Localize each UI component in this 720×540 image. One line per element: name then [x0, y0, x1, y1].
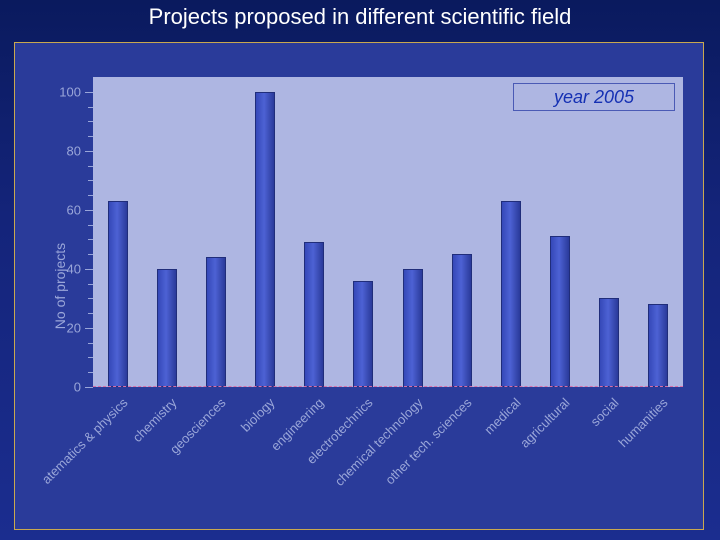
- bar: [452, 254, 472, 387]
- x-axis-labels: atematics & physicschemistrygeosciencesb…: [93, 389, 683, 539]
- y-tick-mark: [85, 151, 93, 152]
- bar: [304, 242, 324, 387]
- y-tick-mark: [85, 269, 93, 270]
- bar: [353, 281, 373, 387]
- bars-container: [93, 77, 683, 387]
- y-tick-label: 40: [67, 261, 81, 276]
- bar: [599, 298, 619, 387]
- x-tick-label: biology: [238, 395, 278, 435]
- bar: [108, 201, 128, 387]
- plot-area: year 2005: [93, 77, 683, 387]
- x-tick-label: humanities: [616, 395, 671, 450]
- bar: [206, 257, 226, 387]
- y-axis-ticks: 020406080100: [55, 77, 93, 387]
- bar: [550, 236, 570, 387]
- y-tick-mark: [85, 387, 93, 388]
- bar: [403, 269, 423, 387]
- y-tick-mark: [85, 210, 93, 211]
- y-tick-label: 0: [74, 380, 81, 395]
- x-tick-label: medical: [481, 395, 523, 437]
- bar: [157, 269, 177, 387]
- y-tick-label: 100: [59, 84, 81, 99]
- x-tick-label: atematics & physics: [38, 395, 130, 487]
- y-tick-label: 80: [67, 143, 81, 158]
- x-tick-label: chemical technology: [331, 395, 425, 489]
- slide: Projects proposed in different scientifi…: [0, 0, 720, 540]
- bar: [648, 304, 668, 387]
- x-tick-label: chemistry: [129, 395, 179, 445]
- page-title: Projects proposed in different scientifi…: [0, 4, 720, 30]
- y-tick-label: 60: [67, 202, 81, 217]
- bar: [501, 201, 521, 387]
- y-tick-mark: [85, 328, 93, 329]
- bar: [255, 92, 275, 387]
- x-tick-label: social: [588, 395, 622, 429]
- x-tick-label: agricultural: [517, 395, 573, 451]
- y-tick-label: 20: [67, 320, 81, 335]
- x-tick-label: other tech. sciences: [382, 395, 474, 487]
- y-tick-mark: [85, 92, 93, 93]
- chart-frame: No of projects 020406080100 year 2005 at…: [14, 42, 704, 530]
- baseline: [93, 386, 683, 387]
